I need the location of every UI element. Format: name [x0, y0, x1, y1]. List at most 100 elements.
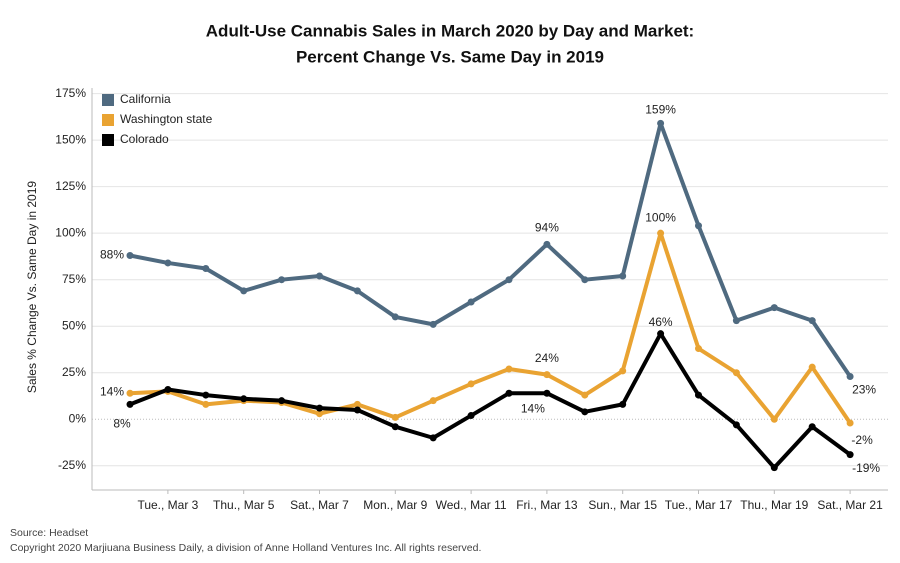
data-point — [126, 400, 134, 408]
data-point — [467, 412, 475, 420]
data-point — [467, 298, 475, 306]
data-label: 94% — [535, 221, 559, 235]
data-label: 46% — [649, 315, 673, 329]
data-point — [770, 415, 778, 423]
data-point — [505, 365, 513, 373]
x-tick-label: Thu., Mar 5 — [213, 498, 275, 512]
data-point — [353, 406, 361, 414]
data-point — [846, 451, 854, 459]
data-point — [543, 371, 551, 379]
source: Source: Headset — [10, 527, 88, 539]
data-point — [316, 404, 323, 412]
x-tick-label: Tue., Mar 3 — [137, 498, 198, 512]
x-tick-label: Sun., Mar 15 — [588, 498, 657, 512]
x-tick-label: Thu., Mar 19 — [740, 498, 808, 512]
chart-title: Adult-Use Cannabis Sales in March 2020 b… — [206, 21, 694, 40]
data-point — [581, 408, 589, 416]
copyright: Copyright 2020 Marjiuana Business Daily,… — [10, 542, 481, 554]
data-point — [657, 229, 665, 237]
y-tick-label: 150% — [55, 132, 86, 146]
data-point — [695, 222, 702, 230]
data-point — [543, 389, 551, 397]
data-point — [732, 369, 740, 377]
y-tick-label: -25% — [58, 458, 86, 472]
data-label: 88% — [100, 248, 124, 262]
x-tick-label: Fri., Mar 13 — [516, 498, 578, 512]
data-point — [126, 389, 134, 397]
data-point — [846, 372, 854, 380]
data-label: 159% — [645, 103, 676, 117]
data-point — [316, 272, 323, 280]
y-tick-label: 0% — [69, 411, 87, 425]
chart-title: Percent Change Vs. Same Day in 2019 — [296, 47, 604, 66]
data-point — [316, 410, 323, 418]
data-point — [429, 320, 437, 328]
data-point — [808, 363, 816, 371]
y-axis-label: Sales % Change Vs. Same Day in 2019 — [25, 181, 39, 393]
data-point — [581, 391, 589, 399]
data-point — [164, 386, 172, 393]
data-point — [391, 413, 399, 421]
data-point — [353, 287, 361, 295]
data-label: 100% — [645, 210, 676, 224]
data-point — [202, 391, 210, 399]
data-point — [240, 287, 248, 295]
data-point — [353, 400, 361, 408]
data-point — [846, 419, 854, 427]
data-point — [808, 317, 816, 325]
y-tick-label: 100% — [55, 225, 86, 239]
x-tick-label: Sat., Mar 21 — [817, 498, 883, 512]
x-tick-label: Sat., Mar 7 — [290, 498, 349, 512]
data-point — [278, 397, 286, 405]
data-point — [467, 380, 475, 388]
y-tick-label: 25% — [62, 365, 86, 379]
legend-label: Colorado — [120, 132, 169, 146]
data-point — [619, 367, 627, 375]
legend-swatch — [102, 94, 114, 106]
y-tick-label: 175% — [55, 86, 86, 100]
data-point — [543, 240, 551, 248]
data-label: 8% — [113, 417, 131, 431]
data-point — [202, 400, 210, 408]
series-line — [129, 231, 852, 425]
data-label: 14% — [521, 401, 545, 415]
series-line — [129, 331, 852, 470]
data-point — [391, 313, 399, 321]
data-point — [202, 265, 210, 273]
data-point — [657, 119, 665, 127]
data-point — [278, 276, 286, 284]
x-tick-label: Wed., Mar 11 — [436, 498, 507, 512]
x-tick-label: Mon., Mar 9 — [363, 498, 427, 512]
data-point — [732, 421, 740, 429]
data-point — [581, 276, 589, 284]
data-point — [657, 330, 665, 338]
data-point — [505, 276, 513, 284]
data-label: 24% — [535, 351, 559, 365]
data-point — [164, 259, 172, 267]
data-point — [126, 252, 134, 259]
data-label: 23% — [852, 383, 876, 397]
data-point — [391, 423, 399, 431]
data-point — [770, 304, 778, 312]
data-point — [619, 272, 627, 280]
data-point — [240, 395, 248, 403]
legend-swatch — [102, 114, 114, 126]
y-tick-label: 75% — [62, 272, 86, 286]
data-point — [429, 434, 437, 442]
legend-label: California — [120, 92, 171, 106]
data-point — [505, 389, 513, 397]
y-tick-label: 50% — [62, 318, 86, 332]
x-tick-label: Tue., Mar 17 — [665, 498, 733, 512]
data-point — [695, 345, 702, 353]
legend-swatch — [102, 134, 114, 146]
data-point — [695, 391, 702, 399]
data-point — [808, 423, 816, 431]
data-label: -19% — [852, 461, 880, 475]
data-point — [619, 400, 627, 408]
data-point — [732, 317, 740, 325]
y-tick-label: 125% — [55, 179, 86, 193]
legend-label: Washington state — [120, 112, 213, 126]
data-label: 14% — [100, 384, 124, 398]
data-point — [770, 464, 778, 472]
series-line — [129, 121, 852, 378]
